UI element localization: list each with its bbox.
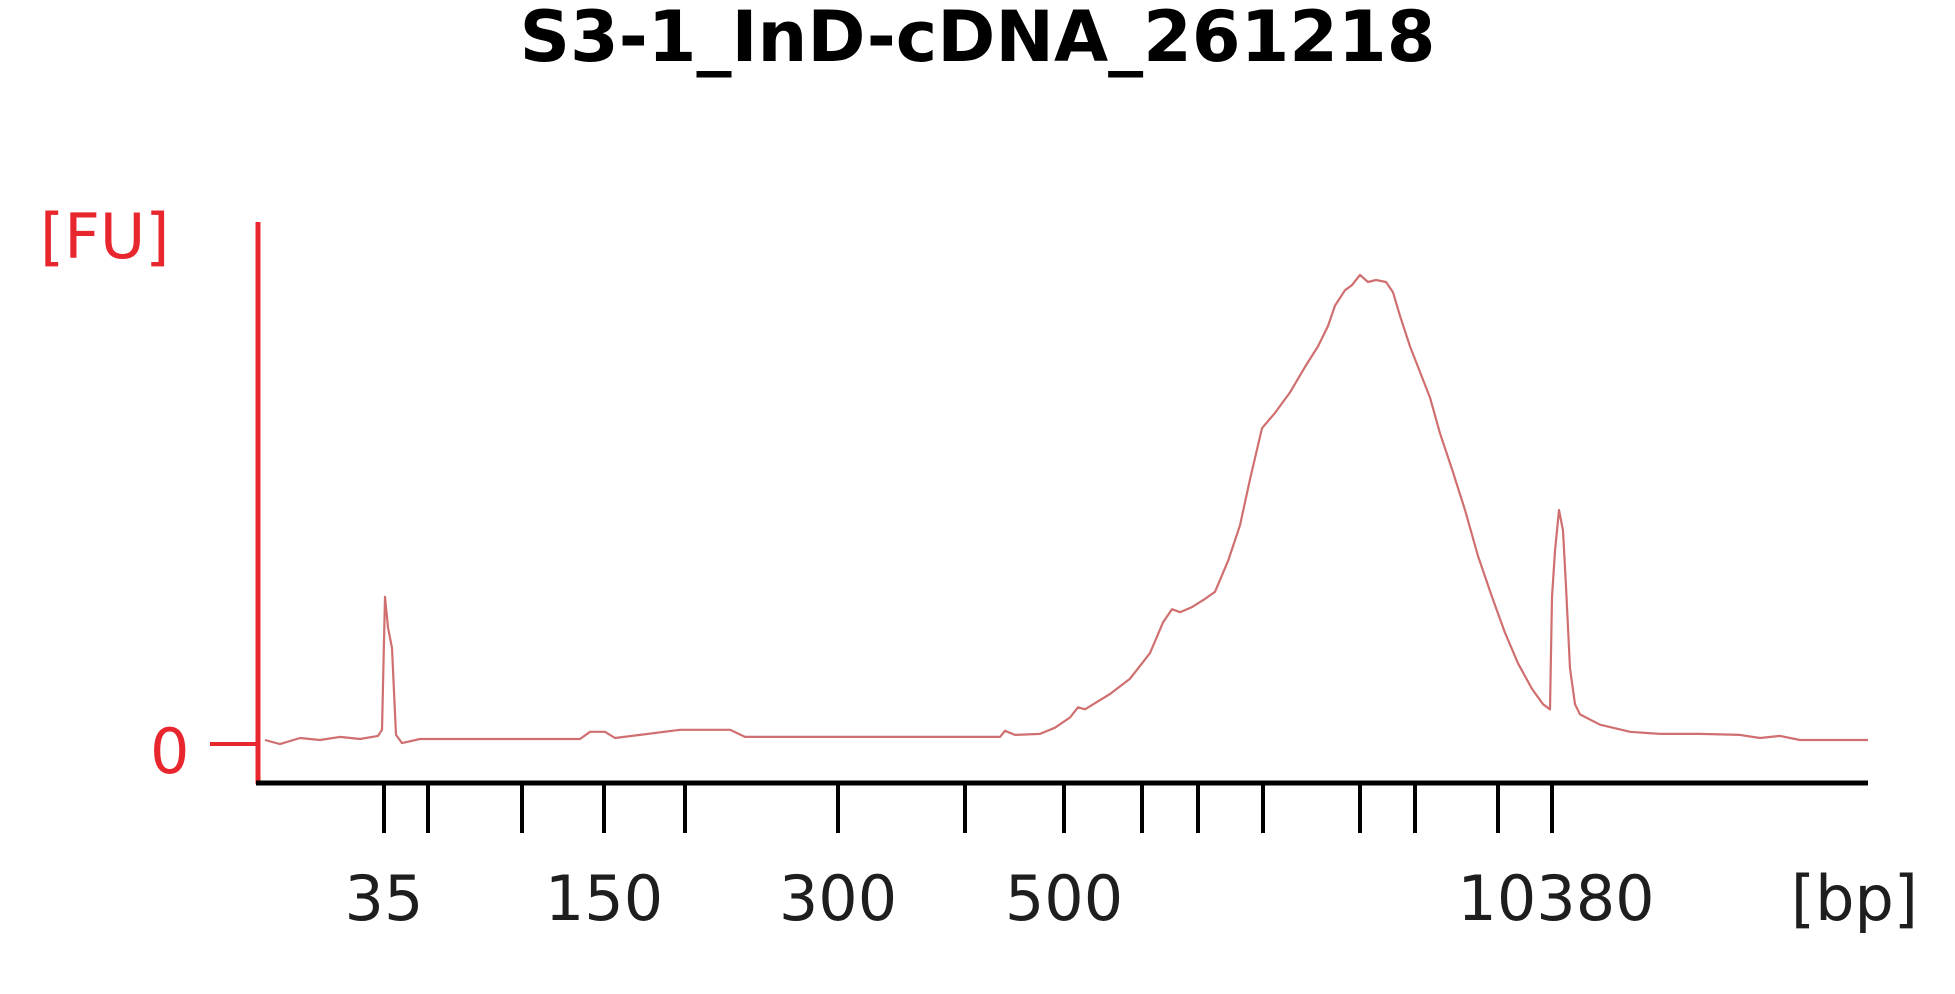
x-tick-label-35: 35 bbox=[345, 862, 424, 935]
plot-area bbox=[264, 273, 1868, 746]
electropherogram-trace bbox=[264, 273, 1868, 746]
x-axis-label: [bp] bbox=[1791, 862, 1918, 935]
axis-labels: [FU] 0 35 150 300 500 10380 [bp] bbox=[40, 200, 1918, 935]
x-tick-label-500: 500 bbox=[1005, 862, 1123, 935]
axes bbox=[210, 222, 1868, 833]
x-tick-label-150: 150 bbox=[545, 862, 663, 935]
y-axis-label: [FU] bbox=[40, 200, 169, 273]
y-tick-label-0: 0 bbox=[150, 715, 189, 788]
x-tick-label-300: 300 bbox=[779, 862, 897, 935]
chart-title: S3-1_InD-cDNA_261218 bbox=[519, 0, 1436, 78]
x-tick-label-10380: 10380 bbox=[1457, 862, 1654, 935]
